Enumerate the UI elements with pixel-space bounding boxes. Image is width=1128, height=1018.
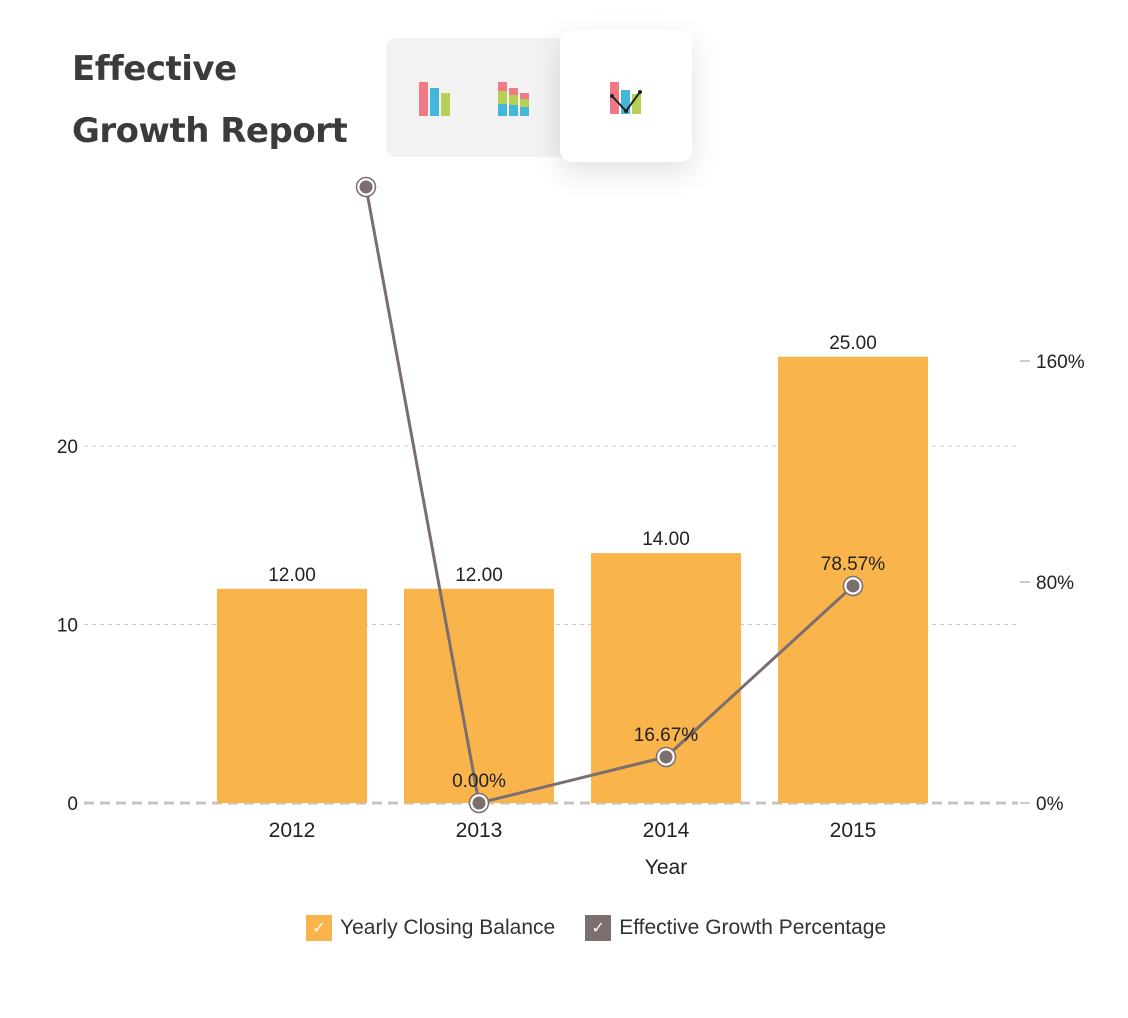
line-point-ring: [842, 575, 864, 597]
bar-line-combo-icon: [610, 82, 642, 114]
chart-legend: ✓ Yearly Closing Balance ✓ Effective Gro…: [306, 915, 916, 941]
line-point[interactable]: [656, 747, 676, 767]
bar-chart-button[interactable]: [400, 60, 470, 136]
x-axis-title: Year: [645, 856, 687, 879]
y-left-tick-label: 10: [57, 616, 78, 637]
line-point[interactable]: [843, 576, 863, 596]
bar[interactable]: [404, 588, 554, 803]
chart-type-switcher: [386, 30, 692, 162]
x-tick-label: 2012: [269, 819, 316, 842]
stacked-bar-chart-button[interactable]: [478, 60, 548, 136]
bar-data-label: 12.00: [455, 565, 503, 586]
x-tick-label: 2014: [643, 819, 690, 842]
x-tick-label: 2013: [456, 819, 503, 842]
line-data-label: 78.57%: [821, 554, 886, 575]
line-point[interactable]: [469, 793, 489, 813]
page-title: Effective Growth Report: [72, 38, 348, 162]
legend-checkbox-yearly-closing-balance[interactable]: ✓: [306, 915, 332, 941]
bar-data-label: 14.00: [642, 529, 690, 550]
line-point-ring: [468, 792, 490, 814]
combo-chart-button[interactable]: [560, 30, 692, 162]
growth-line: [364, 186, 855, 805]
y-right-tick-label: 160%: [1036, 352, 1085, 373]
y-left-tick-label: 20: [57, 437, 78, 458]
legend-item-yearly-closing-balance[interactable]: ✓ Yearly Closing Balance: [306, 915, 555, 941]
y-left-tick-label: 0: [67, 794, 78, 815]
title-line-2: Growth Report: [72, 111, 348, 151]
legend-label-effective-growth-percentage: Effective Growth Percentage: [619, 916, 887, 939]
line-point-ring: [355, 176, 377, 198]
bar[interactable]: [217, 588, 367, 803]
line-point-ring: [655, 746, 677, 768]
line-point[interactable]: [356, 177, 376, 197]
legend-item-effective-growth-percentage[interactable]: ✓ Effective Growth Percentage: [585, 915, 886, 941]
bar-data-label: 25.00: [829, 333, 877, 354]
chart-labels: 0 10 20 0% 80% 160% 12.00 12.00 14.00 25.00 0.00% 1…: [57, 333, 1085, 879]
stacked-bar-chart-icon: [498, 82, 529, 116]
title-line-1: Effective: [72, 49, 237, 89]
line-data-label: 16.67%: [634, 725, 699, 746]
bar-data-label: 12.00: [268, 565, 316, 586]
bar-chart-icon: [419, 82, 450, 116]
bar-series: [217, 356, 928, 803]
x-tick-label: 2015: [830, 819, 877, 842]
y-right-tick-label: 0%: [1036, 794, 1064, 815]
legend-checkbox-effective-growth-percentage[interactable]: ✓: [585, 915, 612, 941]
line-series: [355, 176, 864, 814]
line-data-label: 0.00%: [452, 771, 506, 792]
legend-label-yearly-closing-balance: Yearly Closing Balance: [340, 916, 556, 939]
combo-chart: 0 10 20 0% 80% 160% 12.00 12.00 14.00 25.00 0.00% 1…: [57, 176, 1085, 879]
y-right-tick-label: 80%: [1036, 573, 1074, 594]
